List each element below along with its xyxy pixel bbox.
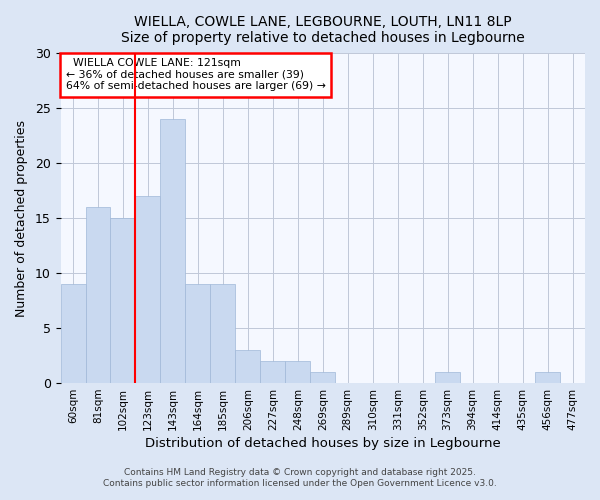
Text: WIELLA COWLE LANE: 121sqm  
← 36% of detached houses are smaller (39)
64% of sem: WIELLA COWLE LANE: 121sqm ← 36% of detac… (66, 58, 326, 92)
Bar (286, 361, 310, 383)
Bar (61, 284, 86, 383)
Bar (136, 196, 160, 383)
Bar (535, 372, 560, 383)
Bar (310, 372, 335, 383)
Bar (110, 218, 136, 383)
Bar (211, 284, 235, 383)
Text: Contains HM Land Registry data © Crown copyright and database right 2025.
Contai: Contains HM Land Registry data © Crown c… (103, 468, 497, 487)
Bar (235, 350, 260, 383)
X-axis label: Distribution of detached houses by size in Legbourne: Distribution of detached houses by size … (145, 437, 500, 450)
Bar (86, 207, 110, 383)
Bar (435, 372, 460, 383)
Y-axis label: Number of detached properties: Number of detached properties (15, 120, 28, 316)
Bar (260, 361, 286, 383)
Title: WIELLA, COWLE LANE, LEGBOURNE, LOUTH, LN11 8LP
Size of property relative to deta: WIELLA, COWLE LANE, LEGBOURNE, LOUTH, LN… (121, 15, 524, 45)
Bar (160, 120, 185, 383)
Bar (185, 284, 211, 383)
